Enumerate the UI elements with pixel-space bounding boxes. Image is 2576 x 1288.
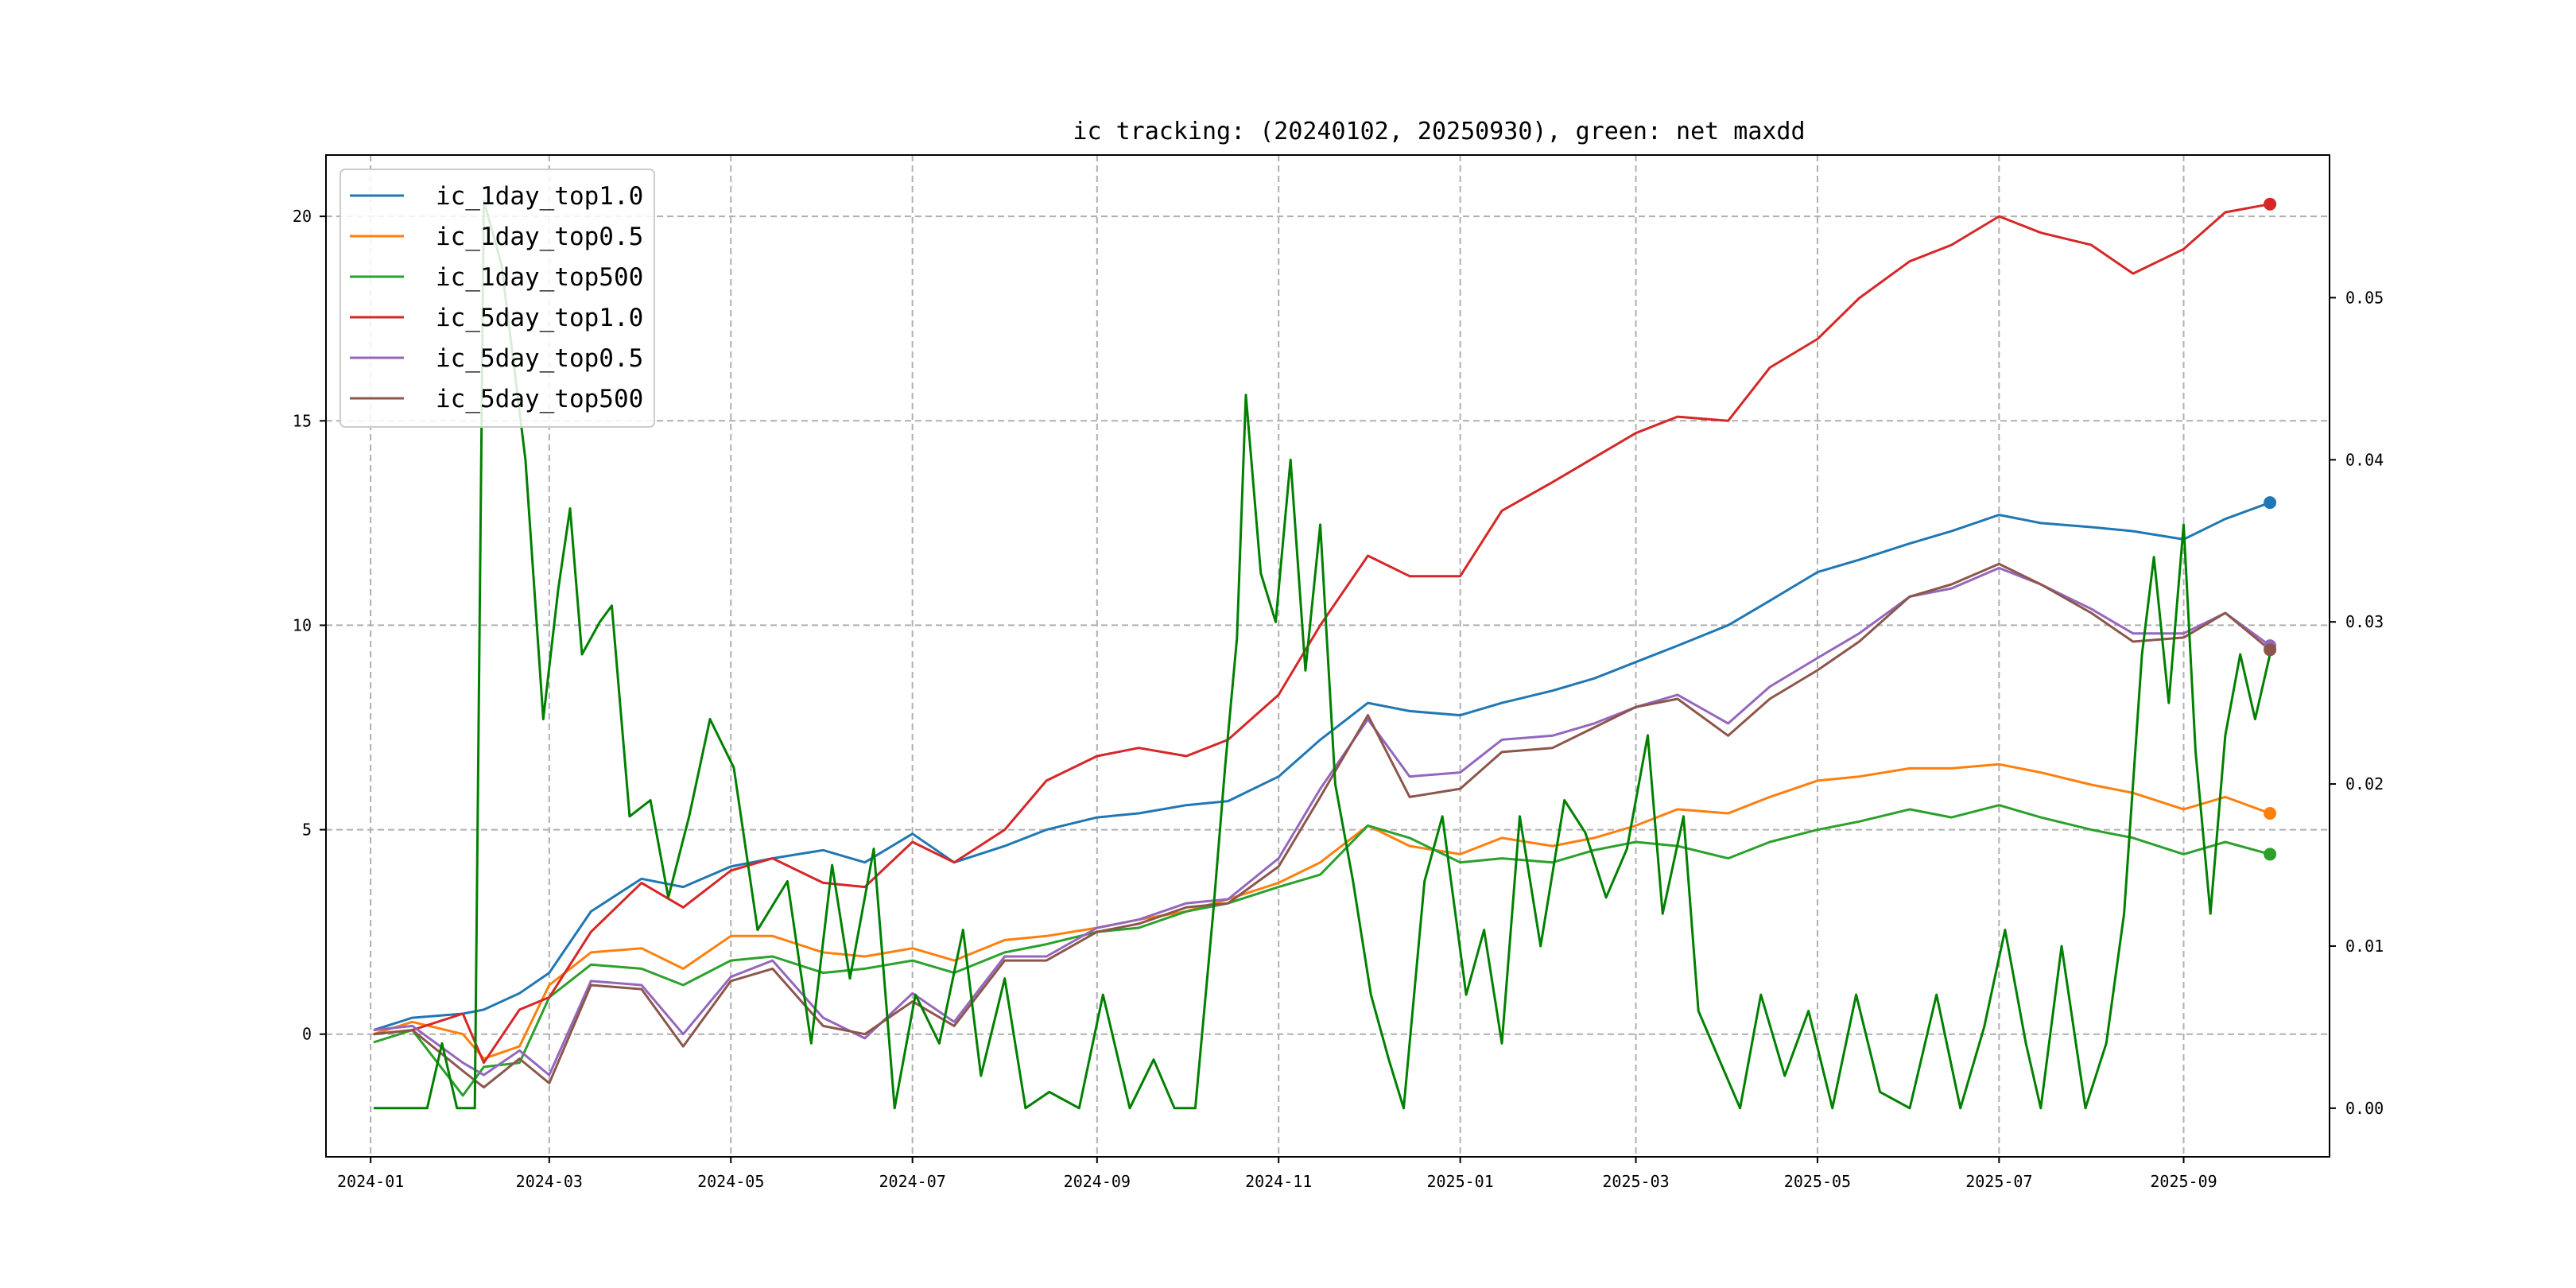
y-axis-left: 0 5 10 15 20 (293, 207, 326, 1044)
legend-label: ic_1day_top1.0 (436, 182, 643, 211)
series-lines (373, 199, 2271, 1110)
series-line-ic-5day-top1-0 (373, 203, 2271, 1065)
y-axis-right: 0.00 0.01 0.02 0.03 0.04 0.05 (2330, 288, 2384, 1118)
legend-label: ic_1day_top0.5 (436, 223, 643, 251)
y2-tick-label: 0.00 (2345, 1099, 2384, 1118)
series-line-ic-1day-top0-5 (373, 762, 2271, 1061)
series-end-marker (2264, 807, 2277, 820)
series-line-ic-1day-top1-0 (373, 501, 2271, 1032)
legend: ic_1day_top1.0 ic_1day_top0.5 ic_1day_top5… (339, 169, 655, 428)
grid (326, 155, 2330, 1157)
chart-title: ic tracking: (20240102, 20250930), green… (1073, 118, 1805, 145)
legend-label: ic_5day_top0.5 (436, 344, 643, 373)
series-line-net-maxdd (373, 199, 2271, 1110)
x-tick-label: 2024-07 (879, 1172, 946, 1191)
x-tick-label: 2025-01 (1426, 1172, 1493, 1191)
series-end-marker (2264, 643, 2277, 657)
y2-tick-label: 0.01 (2345, 937, 2384, 956)
x-tick-label: 2025-05 (1784, 1172, 1851, 1191)
y-tick-label: 0 (302, 1025, 312, 1044)
x-tick-label: 2025-03 (1602, 1172, 1669, 1191)
legend-box (339, 169, 655, 428)
y2-tick-label: 0.05 (2345, 288, 2384, 307)
series-end-marker (2264, 197, 2277, 211)
series-line-ic-1day-top500 (373, 804, 2271, 1097)
series-end-markers (2264, 197, 2277, 861)
x-axis: 2024-01 2024-03 2024-05 2024-07 2024-09 2024-… (337, 1157, 2217, 1191)
series-line-ic-5day-top0-5 (373, 566, 2271, 1077)
x-tick-label: 2024-05 (697, 1172, 764, 1191)
x-tick-label: 2025-09 (2150, 1172, 2217, 1191)
legend-label: ic_5day_top1.0 (436, 304, 643, 332)
y-tick-label: 15 (293, 411, 312, 430)
series-line-ic-5day-top500 (373, 562, 2271, 1089)
x-tick-label: 2024-09 (1064, 1172, 1131, 1191)
plot-frame (325, 154, 2330, 1158)
series-end-marker (2264, 496, 2277, 510)
y2-tick-label: 0.04 (2345, 450, 2384, 469)
y-tick-label: 5 (302, 821, 312, 840)
x-tick-label: 2024-11 (1245, 1172, 1312, 1191)
x-tick-label: 2025-07 (1965, 1172, 2032, 1191)
legend-label: ic_5day_top500 (436, 385, 643, 413)
x-tick-label: 2024-01 (337, 1172, 404, 1191)
y2-tick-label: 0.02 (2345, 774, 2384, 793)
y-tick-label: 20 (293, 207, 312, 226)
x-tick-label: 2024-03 (516, 1172, 583, 1191)
series-end-marker (2264, 848, 2277, 861)
legend-label: ic_1day_top500 (436, 263, 643, 292)
y2-tick-label: 0.03 (2345, 612, 2384, 631)
y-tick-label: 10 (293, 615, 312, 634)
